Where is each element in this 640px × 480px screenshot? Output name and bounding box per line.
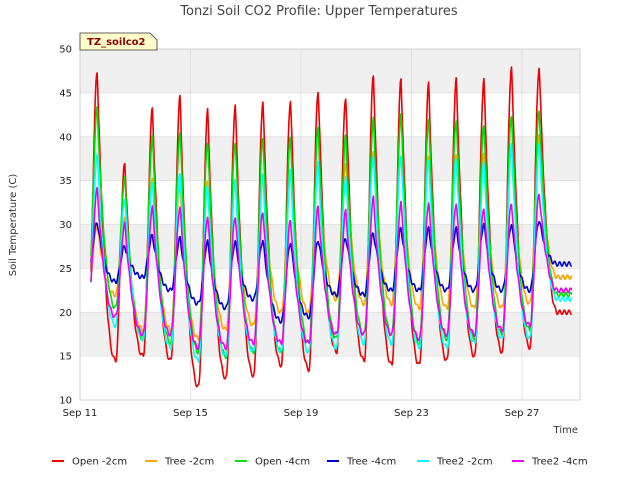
x-tick-label: Sep 23 (394, 408, 429, 419)
x-tick-label: Sep 15 (173, 408, 208, 419)
y-axis-label: Soil Temperature (C) (8, 174, 19, 277)
series-line-tree-4cm (90, 220, 573, 324)
y-tick-label: 45 (59, 88, 72, 99)
x-tick-label: Sep 19 (284, 408, 319, 419)
series-line-tree2-2cm (90, 142, 573, 363)
y-tick-label: 25 (59, 264, 72, 275)
y-tick-label: 15 (59, 352, 72, 363)
tag-box (79, 32, 158, 51)
series-line-tree2-4cm (90, 186, 573, 351)
x-axis-ticks: Sep 11 Sep 15 Sep 19 Sep 23 Sep 27 (63, 408, 540, 419)
series-lines (90, 66, 573, 388)
legend: Open -2cm Tree -2cm Open -4cm Tree -4cm Tree… (52, 457, 588, 468)
y-tick-label: 35 (59, 176, 72, 187)
y-axis-ticks: 10 15 20 25 30 35 40 45 50 (59, 45, 72, 407)
chart-title: Tonzi Soil CO2 Profile: Upper Temperatur… (179, 4, 458, 19)
y-tick-label: 40 (59, 132, 72, 143)
tz-tag: TZ_soilco2 (79, 32, 158, 51)
legend-label-tree2-2cm: Tree2 -2cm (436, 457, 493, 468)
plot-frame (79, 48, 581, 401)
x-tick-label: Sep 11 (63, 408, 98, 419)
y-tick-label: 50 (59, 45, 72, 56)
x-axis-label: Time (553, 425, 578, 436)
legend-label-tree2-4cm: Tree2 -4cm (531, 457, 588, 468)
y-tick-label: 10 (59, 396, 72, 407)
y-tick-label: 20 (59, 308, 72, 319)
legend-label-open-2cm: Open -2cm (72, 457, 127, 468)
tag-label: TZ_soilco2 (87, 37, 146, 48)
plot-band (80, 224, 580, 269)
plot-band (80, 49, 580, 93)
legend-label-tree-4cm: Tree -4cm (346, 457, 396, 468)
legend-label-tree-2cm: Tree -2cm (164, 457, 214, 468)
y-tick-label: 30 (59, 220, 72, 231)
plot-band (80, 136, 580, 181)
legend-label-open-4cm: Open -4cm (255, 457, 310, 468)
x-tick-label: Sep 27 (505, 408, 540, 419)
